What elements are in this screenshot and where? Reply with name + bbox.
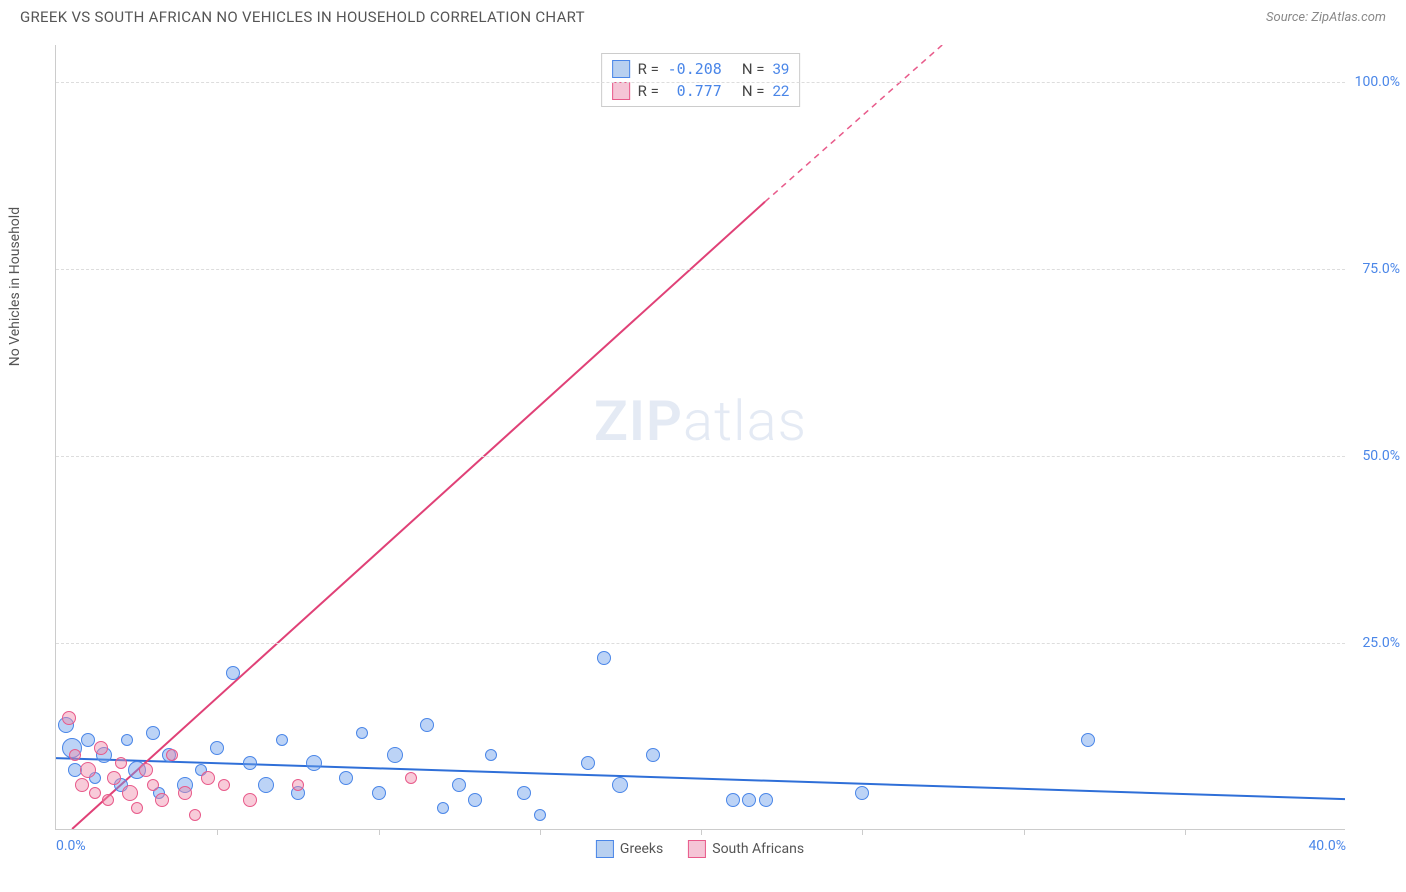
data-point [258,777,274,793]
data-point [276,734,288,746]
data-point [69,749,81,761]
data-point [226,666,240,680]
data-point [80,762,96,778]
xtick-mark [701,829,702,835]
data-point [107,771,121,785]
data-point [139,763,153,777]
correlation-legend: R = -0.208 N = 39 R = 0.777 N = 22 [601,53,801,107]
xtick-label: 40.0% [1308,838,1346,854]
xtick-mark [1185,829,1186,835]
legend-swatch [612,60,630,78]
series-legend: Greeks South Africans [596,840,804,858]
data-point [468,793,482,807]
data-point [94,741,108,755]
data-point [646,748,660,762]
xtick-mark [1024,829,1025,835]
series-legend-item: Greeks [596,840,663,858]
data-point [147,779,159,791]
gridline [56,82,1345,83]
legend-swatch [612,82,630,100]
n-label: N = [742,60,765,78]
data-point [387,747,403,763]
data-point [581,756,595,770]
chart-container: No Vehicles in Household ZIPatlas R = -0… [55,45,1345,830]
data-point [597,651,611,665]
ytick-label: 25.0% [1350,635,1400,651]
series-name: Greeks [620,841,663,857]
data-point [62,711,76,725]
data-point [517,786,531,800]
trend-line [72,202,765,829]
data-point [726,793,740,807]
data-point [1081,733,1095,747]
ytick-label: 50.0% [1350,448,1400,464]
data-point [210,741,224,755]
data-point [405,772,417,784]
data-point [452,778,466,792]
data-point [102,794,114,806]
data-point [75,778,89,792]
r-value: -0.208 [667,60,722,78]
gridline [56,643,1345,644]
chart-title: GREEK VS SOUTH AFRICAN NO VEHICLES IN HO… [20,8,585,26]
data-point [855,786,869,800]
data-point [201,771,215,785]
data-point [89,787,101,799]
data-point [485,749,497,761]
plot-area: ZIPatlas R = -0.208 N = 39 R = 0.777 N = 22… [55,45,1345,830]
data-point [742,793,756,807]
xtick-label: 0.0% [56,838,86,854]
r-label: R = [638,60,659,78]
ytick-label: 100.0% [1350,74,1400,90]
data-point [178,786,192,800]
ytick-label: 75.0% [1350,261,1400,277]
xtick-mark [540,829,541,835]
chart-header: GREEK VS SOUTH AFRICAN NO VEHICLES IN HO… [0,0,1406,30]
n-label: N = [742,82,765,100]
data-point [612,777,628,793]
series-name: South Africans [712,841,804,857]
n-value: 22 [772,82,789,100]
series-legend-item: South Africans [688,840,804,858]
data-point [243,756,257,770]
data-point [534,809,546,821]
xtick-mark [862,829,863,835]
source-attribution: Source: ZipAtlas.com [1266,10,1386,25]
gridline [56,269,1345,270]
data-point [372,786,386,800]
n-value: 39 [772,60,789,78]
data-point [759,793,773,807]
data-point [131,802,143,814]
trend-lines-svg [56,45,1345,829]
xtick-mark [217,829,218,835]
data-point [146,726,160,740]
data-point [339,771,353,785]
legend-swatch [596,840,614,858]
data-point [420,718,434,732]
data-point [218,779,230,791]
data-point [115,757,127,769]
data-point [155,793,169,807]
data-point [356,727,368,739]
data-point [306,755,322,771]
data-point [189,809,201,821]
data-point [121,734,133,746]
data-point [243,793,257,807]
legend-swatch [688,840,706,858]
data-point [122,785,138,801]
data-point [81,733,95,747]
y-axis-label: No Vehicles in Household [7,206,23,365]
xtick-mark [379,829,380,835]
r-label: R = [638,82,659,100]
r-value: 0.777 [667,82,722,100]
data-point [437,802,449,814]
data-point [292,779,304,791]
data-point [166,749,178,761]
gridline [56,456,1345,457]
correlation-row: R = -0.208 N = 39 [612,58,790,80]
watermark: ZIPatlas [594,388,807,454]
